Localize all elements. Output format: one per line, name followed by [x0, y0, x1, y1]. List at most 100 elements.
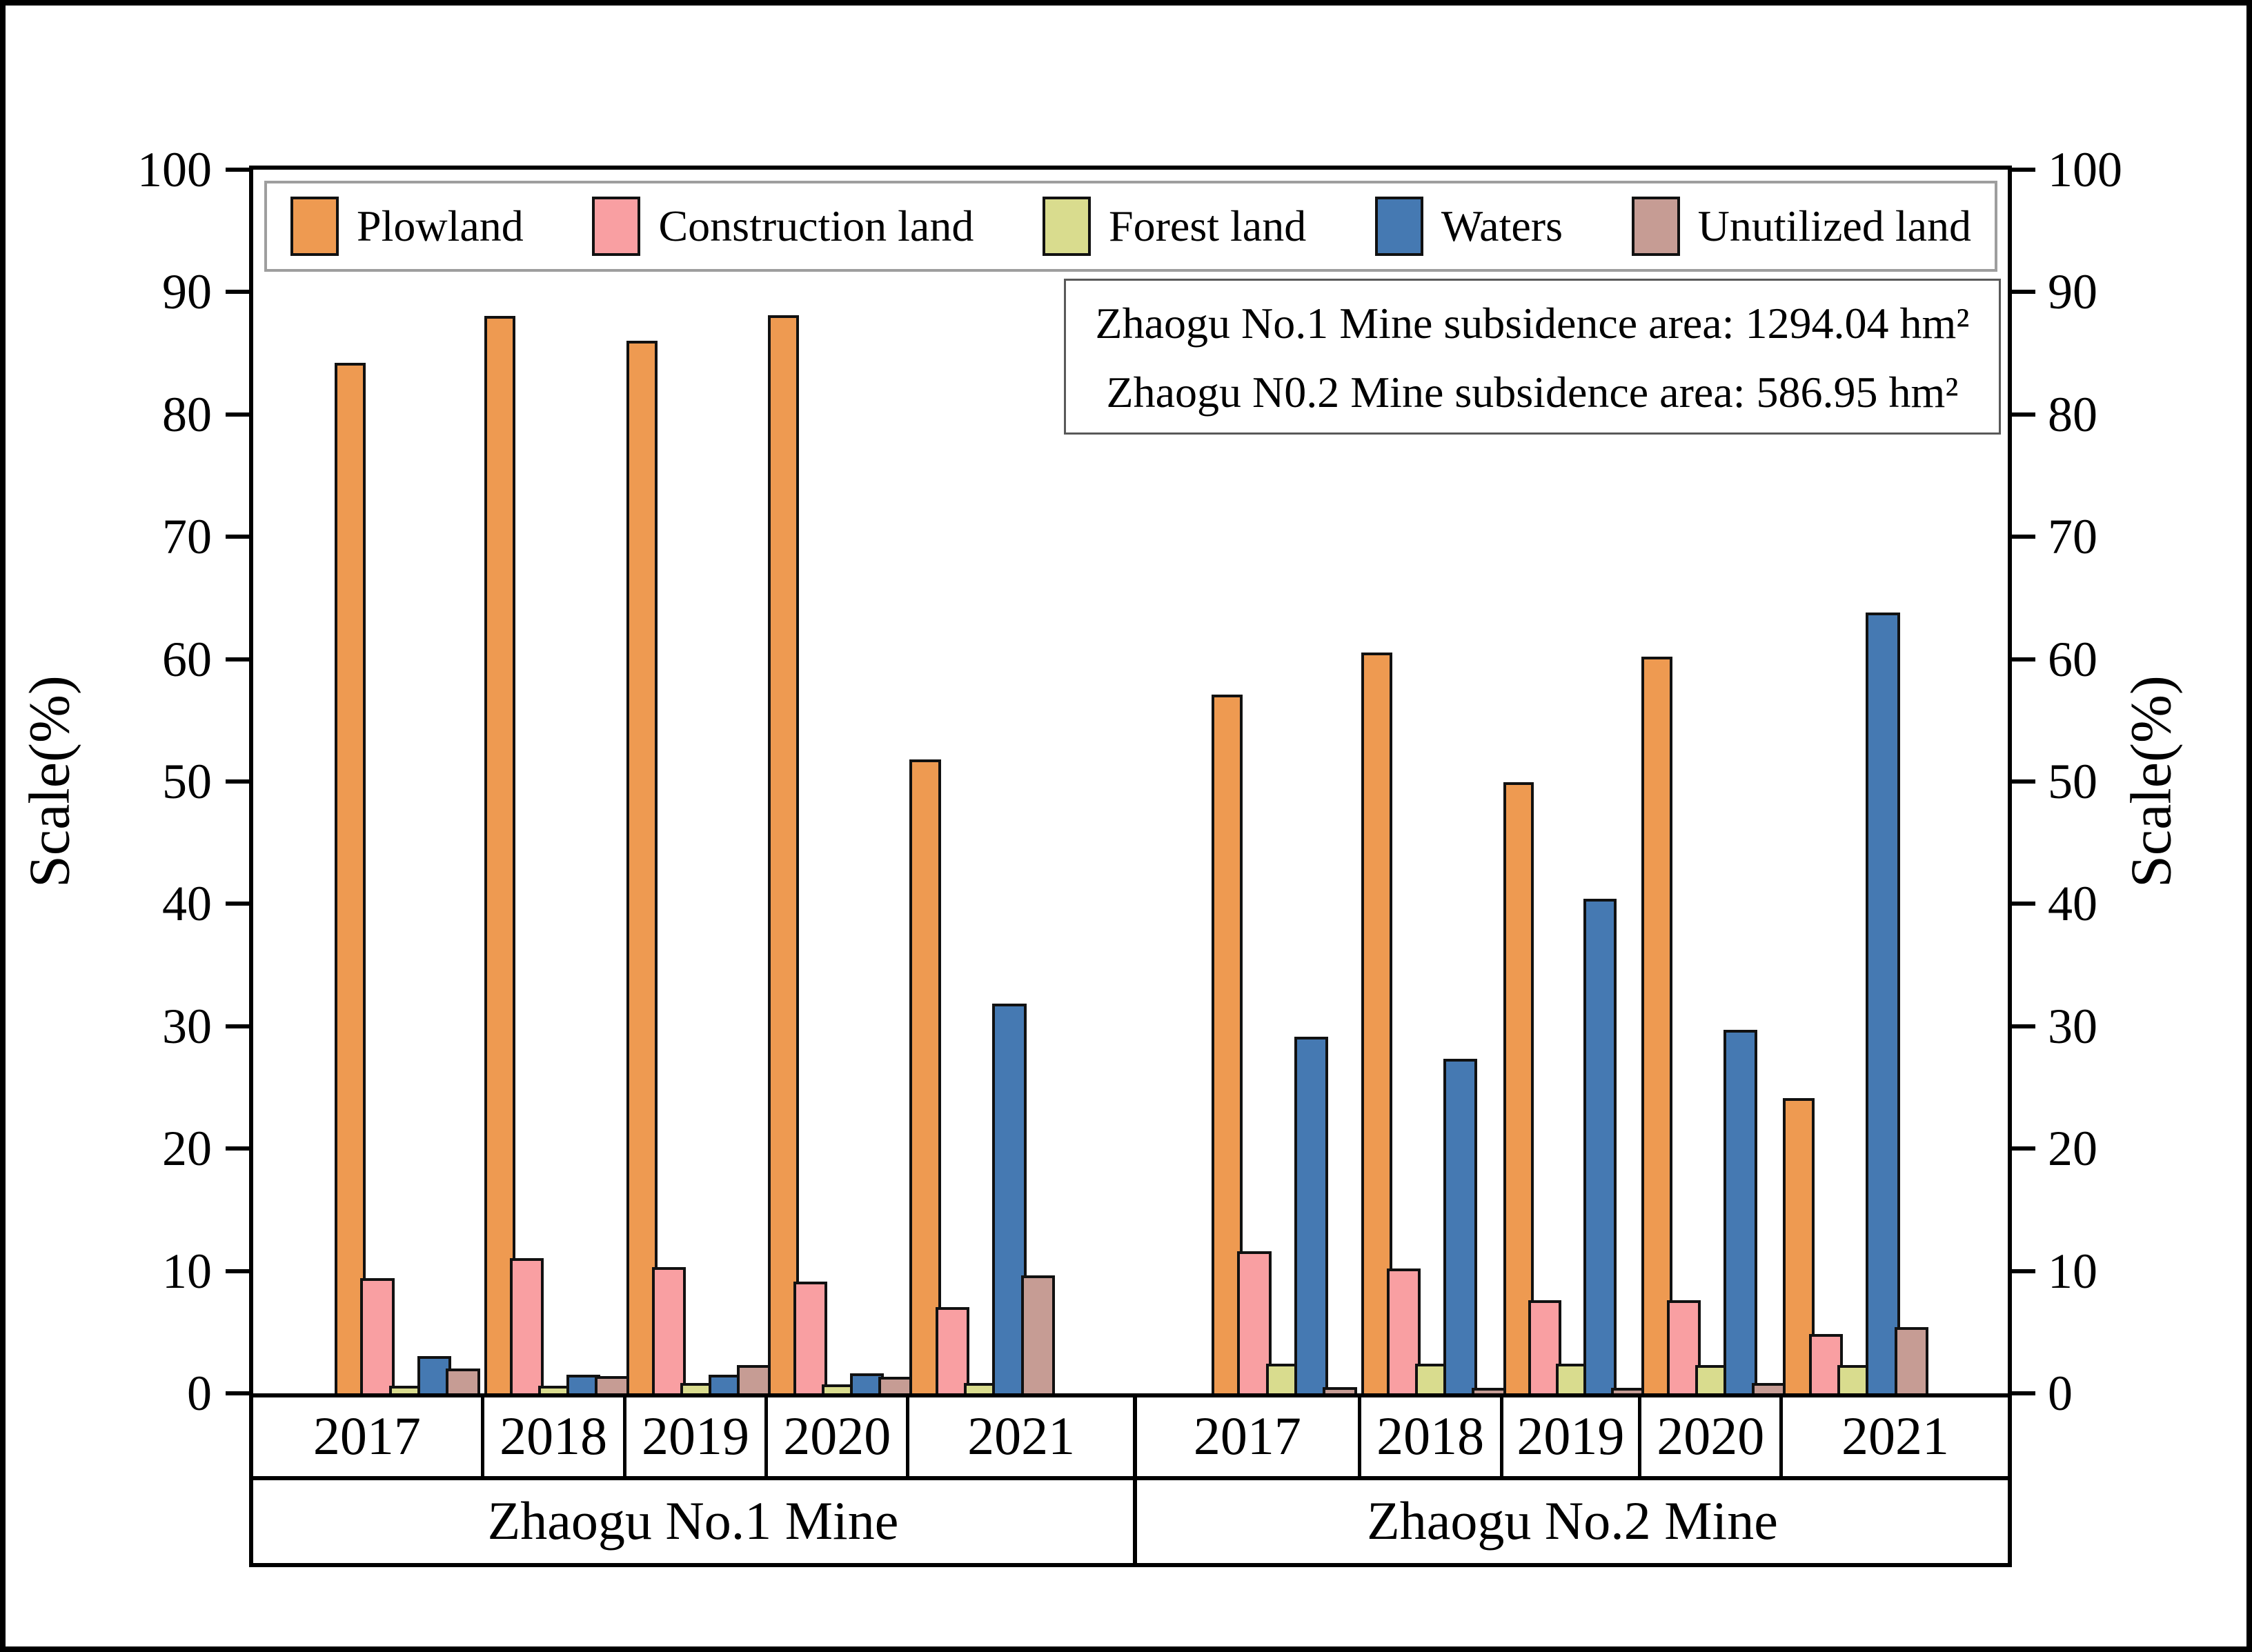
y-tick-left-20: [226, 1146, 249, 1151]
annotation-line-no1: Zhaogu No.1 Mine subsidence area: 1294.0…: [1095, 299, 1970, 348]
y-tick-left-0: [226, 1391, 249, 1395]
x-axis-year-band: 2017 2018 2019 2020 2021 2017 2018 2019 2020 2021: [249, 1397, 2012, 1480]
legend-item-unutilized-land: Unutilized land: [1631, 197, 1971, 256]
y-tick-label-right-30: 30: [2048, 998, 2097, 1054]
bar-no2-2021-forest-land: [1837, 1364, 1872, 1393]
y-tick-label-left-20: 20: [162, 1121, 212, 1177]
legend-item-construction-land: Construction land: [592, 197, 974, 256]
year-label-no1-2018: 2018: [484, 1397, 626, 1476]
bar-no2-2021-waters: [1866, 612, 1900, 1393]
bar-no1-2020-unutilized-land: [878, 1377, 913, 1393]
year-label-no1-2020: 2020: [768, 1397, 910, 1476]
bar-no1-2021-waters: [992, 1004, 1027, 1393]
y-tick-label-right-10: 10: [2048, 1243, 2097, 1299]
bar-no1-2021-plowland: [909, 759, 941, 1393]
plot-area: [249, 166, 2012, 1397]
bar-no2-2018-waters: [1443, 1059, 1478, 1393]
year-label-no2-2018: 2018: [1361, 1397, 1503, 1476]
y-tick-label-right-100: 100: [2048, 142, 2122, 197]
bar-no1-2021-unutilized-land: [1020, 1275, 1056, 1393]
bar-no2-2021-unutilized-land: [1894, 1326, 1929, 1393]
y-tick-left-60: [226, 657, 249, 661]
year-label-no2-2019: 2019: [1503, 1397, 1642, 1476]
y-tick-right-80: [2012, 412, 2035, 417]
y-tick-left-50: [226, 779, 249, 784]
bar-no2-2018-unutilized-land: [1472, 1388, 1506, 1393]
y-tick-label-right-0: 0: [2048, 1366, 2073, 1421]
bar-no1-2019-construction-land: [651, 1266, 686, 1393]
y-tick-left-80: [226, 412, 249, 417]
y-tick-right-70: [2012, 535, 2035, 539]
mine-label-zhaogu-no-1-mine: Zhaogu No.1 Mine: [253, 1480, 1137, 1563]
bar-no1-2020-plowland: [768, 315, 800, 1393]
y-tick-left-70: [226, 535, 249, 539]
y-tick-label-left-70: 70: [162, 509, 212, 565]
year-label-no1-2017: 2017: [253, 1397, 484, 1476]
subsidence-annotation-box: Zhaogu No.1 Mine subsidence area: 1294.0…: [1064, 279, 2001, 435]
y-tick-label-left-90: 90: [162, 264, 212, 320]
y-tick-label-left-0: 0: [187, 1366, 212, 1421]
bar-no1-2018-unutilized-land: [595, 1375, 629, 1393]
bar-no1-2017-plowland: [334, 362, 366, 1393]
x-axis-mine-band: Zhaogu No.1 Mine Zhaogu No.2 Mine: [249, 1480, 2012, 1567]
year-label-no1-2019: 2019: [626, 1397, 769, 1476]
year-label-no2-2021: 2021: [1841, 1406, 1950, 1466]
y-tick-label-left-80: 80: [162, 386, 212, 442]
y-tick-right-40: [2012, 902, 2035, 906]
bar-no2-2017-forest-land: [1265, 1363, 1300, 1393]
y-tick-right-30: [2012, 1024, 2035, 1028]
y-tick-left-100: [226, 168, 249, 172]
bar-no2-2020-plowland: [1641, 656, 1673, 1393]
y-tick-label-left-10: 10: [162, 1243, 212, 1299]
y-tick-label-right-60: 60: [2048, 631, 2097, 687]
y-tick-right-90: [2012, 290, 2035, 295]
legend-label-construction-land: Construction land: [658, 201, 974, 250]
bar-no1-2019-plowland: [626, 340, 658, 1393]
y-tick-label-right-20: 20: [2048, 1121, 2097, 1177]
legend: Plowland Construction land Forest land Wate…: [264, 181, 1997, 272]
bar-no2-2018-construction-land: [1386, 1268, 1421, 1393]
y-tick-right-10: [2012, 1268, 2035, 1273]
legend-item-waters: Waters: [1374, 197, 1563, 256]
year-label-no2-2020: 2020: [1641, 1397, 1784, 1476]
legend-label-unutilized-land: Unutilized land: [1697, 201, 1971, 250]
bar-no2-2019-unutilized-land: [1611, 1388, 1645, 1393]
bar-no2-2020-construction-land: [1667, 1300, 1701, 1393]
bar-no1-2021-construction-land: [935, 1307, 969, 1393]
y-tick-label-left-60: 60: [162, 631, 212, 687]
year-label-no2-2017: 2017: [1137, 1397, 1361, 1476]
y-tick-right-50: [2012, 779, 2035, 784]
bar-no2-2019-plowland: [1503, 782, 1534, 1393]
y-tick-label-right-70: 70: [2048, 509, 2097, 565]
bar-no2-2017-unutilized-land: [1323, 1386, 1357, 1393]
y-tick-left-40: [226, 902, 249, 906]
legend-label-forest-land: Forest land: [1109, 201, 1307, 250]
y-tick-label-left-40: 40: [162, 876, 212, 932]
legend-label-waters: Waters: [1441, 201, 1563, 250]
y-tick-left-10: [226, 1268, 249, 1273]
y-tick-right-60: [2012, 657, 2035, 661]
bar-no1-2020-construction-land: [793, 1282, 828, 1393]
legend-item-forest-land: Forest land: [1043, 197, 1306, 256]
y-tick-label-left-100: 100: [137, 142, 212, 197]
bar-no2-2019-waters: [1583, 898, 1617, 1393]
y-tick-label-right-90: 90: [2048, 264, 2097, 320]
bar-no2-2020-unutilized-land: [1752, 1383, 1786, 1393]
legend-item-plowland: Plowland: [290, 197, 524, 256]
bar-no1-2017-construction-land: [360, 1277, 395, 1393]
y-tick-right-20: [2012, 1146, 2035, 1151]
y-tick-label-right-40: 40: [2048, 876, 2097, 932]
legend-swatch-plowland: [290, 197, 339, 256]
legend-swatch-unutilized-land: [1631, 197, 1680, 256]
y-tick-right-100: [2012, 168, 2035, 172]
bar-no1-2017-unutilized-land: [446, 1369, 480, 1393]
legend-swatch-construction-land: [592, 197, 641, 256]
y-tick-label-right-50: 50: [2048, 754, 2097, 809]
mine-label-zhaogu-no-2-mine: Zhaogu No.2 Mine: [1367, 1491, 1778, 1551]
y-tick-left-90: [226, 290, 249, 295]
bar-no1-2018-plowland: [484, 316, 515, 1393]
legend-swatch-forest-land: [1043, 197, 1091, 256]
y-tick-label-left-30: 30: [162, 998, 212, 1054]
y-tick-label-right-80: 80: [2048, 386, 2097, 442]
